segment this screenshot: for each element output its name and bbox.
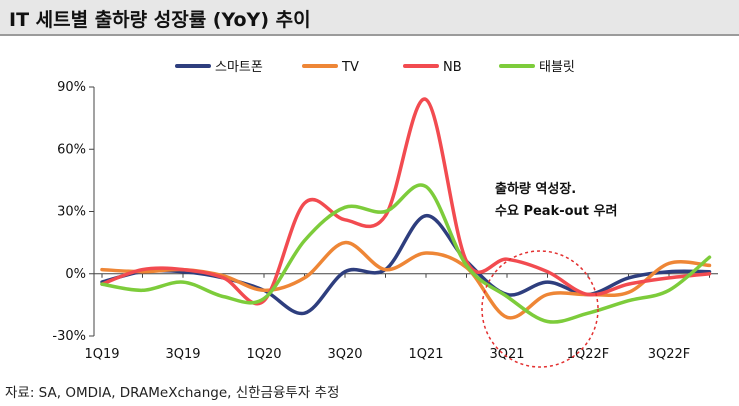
- x-tick-label: 3Q22F: [648, 347, 691, 362]
- x-tick-label: 1Q22F: [567, 347, 610, 362]
- page-title: IT 세트별 출하량 성장률 (YoY) 추이: [9, 9, 311, 31]
- x-tick-label: 3Q20: [327, 347, 362, 362]
- y-tick-label: 90%: [57, 80, 86, 95]
- annotation: 출하량 역성장. 수요 Peak-out 우려: [481, 181, 617, 368]
- annotation-circle: [481, 250, 599, 368]
- y-tick-label: 60%: [57, 142, 86, 157]
- x-tick-label: 1Q19: [84, 347, 119, 362]
- y-tick-label: -30%: [52, 329, 86, 344]
- x-tick-label: 1Q21: [408, 347, 443, 362]
- y-tick-label: 30%: [57, 205, 86, 220]
- source-note: 자료: SA, OMDIA, DRAMeXchange, 신한금융투자 추정: [5, 385, 340, 401]
- legend-label-tablet: 태블릿: [539, 60, 575, 75]
- annotation-text: 수요 Peak-out 우려: [495, 203, 617, 219]
- x-tick-label: 3Q21: [489, 347, 524, 362]
- line-chart: 스마트폰 TV NB 태블릿 -30% 0% 30% 60% 90% 1Q19 3Q19 1Q20…: [52, 60, 718, 368]
- series-line-nb: [100, 97, 712, 306]
- series-line-smartphone: [100, 213, 712, 316]
- legend-label-smartphone: 스마트폰: [215, 60, 263, 75]
- chart-legend: 스마트폰 TV NB 태블릿: [175, 60, 575, 75]
- title-bar: IT 세트별 출하량 성장률 (YoY) 추이: [0, 0, 739, 36]
- legend-label-nb: NB: [443, 60, 462, 75]
- x-tick-label: 1Q20: [246, 347, 281, 362]
- legend-label-tv: TV: [341, 60, 359, 75]
- x-tick-label: 3Q19: [165, 347, 200, 362]
- series-lines: [100, 97, 712, 324]
- y-axis: -30% 0% 30% 60% 90%: [52, 80, 95, 344]
- y-tick-label: 0%: [65, 267, 86, 282]
- series-line-tablet: [100, 183, 712, 324]
- annotation-text: 출하량 역성장.: [495, 181, 576, 197]
